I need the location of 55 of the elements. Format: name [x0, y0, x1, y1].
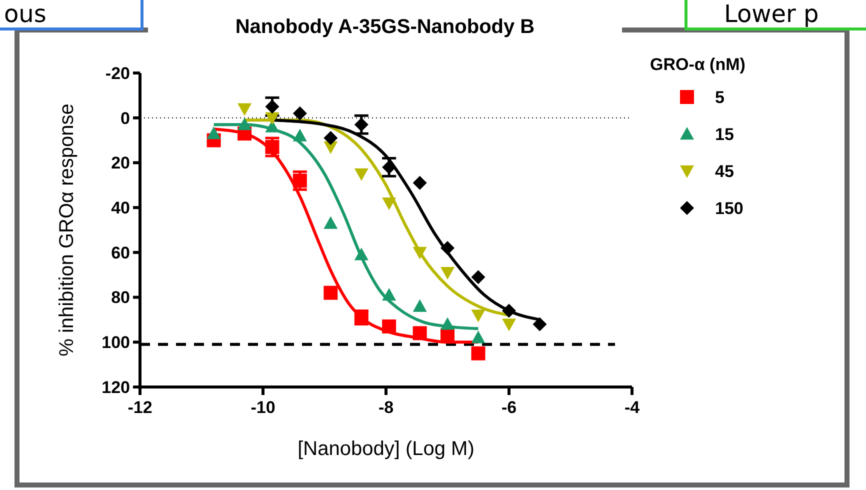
point [292, 128, 307, 142]
y-axis-title: % inhibition GROα response [56, 104, 78, 356]
y-tick-label: 60 [111, 243, 130, 262]
point [324, 216, 338, 229]
point [440, 267, 454, 280]
x-tick-label: -6 [501, 398, 517, 417]
point [238, 103, 252, 116]
point [354, 168, 368, 181]
legend-label: 5 [715, 88, 724, 107]
point [238, 118, 252, 130]
point [265, 140, 280, 154]
y-tick-label: -20 [105, 64, 130, 83]
y-tick-label: 80 [111, 288, 130, 308]
point [324, 286, 338, 300]
point [382, 160, 396, 174]
y-tick-label: 40 [111, 198, 130, 218]
point [324, 131, 338, 146]
point [532, 317, 547, 332]
point [292, 174, 307, 188]
point [382, 197, 396, 210]
point [292, 106, 307, 120]
point [412, 246, 427, 260]
point [440, 240, 454, 255]
x-tick-label: -8 [378, 398, 394, 417]
point [354, 118, 368, 132]
point [354, 248, 368, 260]
point [412, 176, 427, 190]
point [502, 304, 516, 318]
x-tick-label: -12 [128, 398, 152, 417]
point [382, 288, 396, 301]
x-tick-label: -4 [624, 398, 640, 417]
x-tick-label: -10 [250, 398, 276, 417]
legend-label: 150 [715, 198, 744, 218]
point [206, 126, 221, 140]
point [265, 112, 280, 125]
point [440, 317, 454, 330]
point [471, 346, 486, 360]
y-tick-label: 120 [102, 378, 130, 397]
legend-label: 15 [715, 124, 734, 144]
label-box: ous [0, 0, 144, 30]
chart-title: Nanobody A-35GS-Nanobody B [235, 16, 535, 38]
point [471, 310, 486, 322]
y-tick-label: 100 [102, 333, 130, 352]
x-axis-title: [Nanobody] (Log M) [298, 438, 474, 460]
point [412, 326, 427, 340]
point [382, 319, 396, 334]
point [412, 299, 427, 312]
point [471, 330, 486, 344]
label-box: Lower p [684, 0, 866, 30]
y-tick-label: 0 [120, 108, 130, 128]
point [471, 270, 486, 284]
point [502, 318, 516, 332]
legend-label: 45 [715, 162, 734, 181]
legend-title: GRO-α (nM) [650, 55, 746, 74]
y-tick-label: 20 [111, 154, 130, 173]
